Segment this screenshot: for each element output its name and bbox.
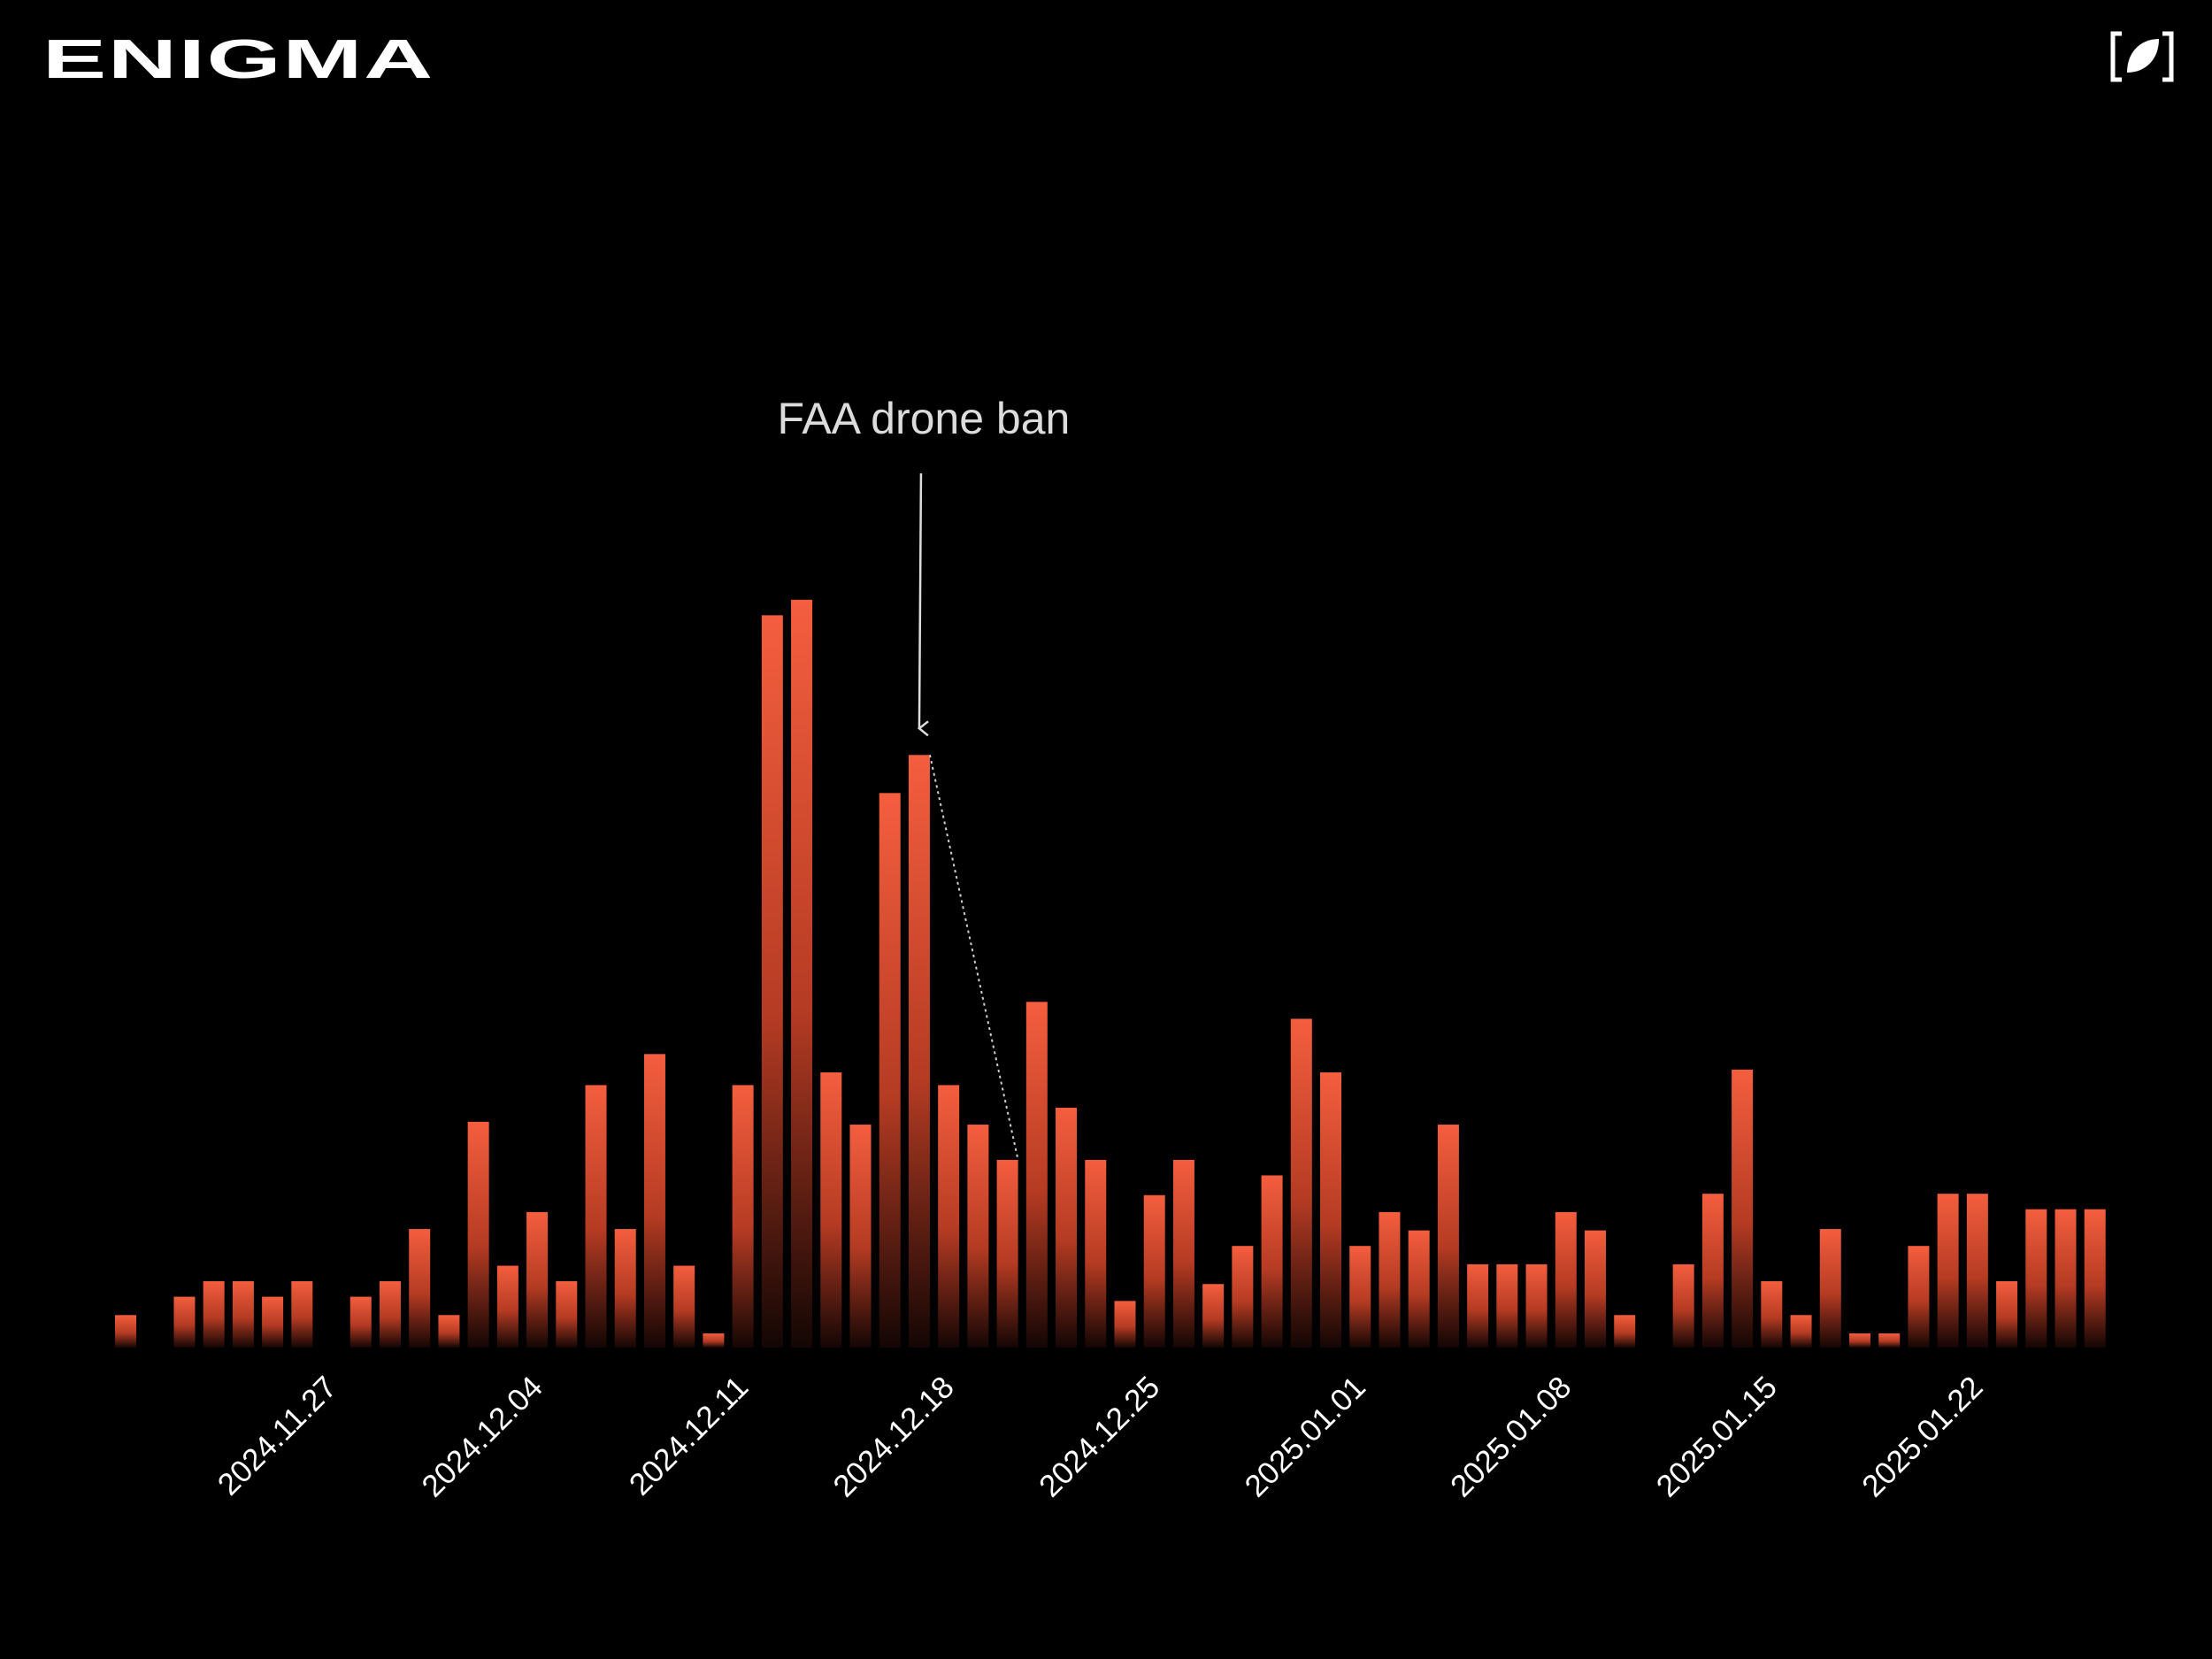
trend-line: [928, 755, 1019, 1161]
bar: [1496, 1263, 1518, 1348]
bar: [2025, 1209, 2047, 1348]
bar: [203, 1281, 225, 1348]
x-tick-label: 2024.11.27: [211, 1370, 344, 1502]
bar: [409, 1229, 431, 1348]
bar: [585, 1085, 607, 1348]
x-tick-label: 2024.12.25: [1033, 1370, 1166, 1503]
bar: [556, 1281, 578, 1348]
bar: [1085, 1159, 1107, 1348]
bar: [849, 1125, 872, 1348]
x-tick-label: 2025.01.01: [1238, 1370, 1371, 1503]
bar: [1202, 1284, 1225, 1348]
bar: [526, 1211, 549, 1348]
bar: [938, 1085, 960, 1348]
bar: [496, 1265, 518, 1348]
bar: [291, 1281, 313, 1348]
bar: [467, 1121, 489, 1348]
bar: [1555, 1211, 1577, 1348]
bar: [173, 1296, 196, 1348]
bar: [1996, 1281, 2018, 1348]
x-tick-label: 2025.01.22: [1855, 1370, 1989, 1503]
x-tick-label: 2025.01.15: [1650, 1370, 1784, 1503]
bar: [1585, 1230, 1606, 1348]
bar: [1437, 1125, 1459, 1348]
bar: [1937, 1194, 1959, 1348]
bar: [614, 1229, 636, 1348]
bar: [1819, 1229, 1841, 1348]
bar: [1790, 1315, 1812, 1348]
bar: [1878, 1333, 1901, 1348]
bar: [908, 755, 930, 1348]
bar: [1408, 1230, 1430, 1348]
bar: [1172, 1159, 1194, 1348]
x-tick-label: 2024.12.04: [415, 1370, 549, 1503]
bar: [1025, 1002, 1048, 1348]
bar: [1672, 1263, 1694, 1348]
bar: [1379, 1211, 1401, 1348]
bar: [703, 1333, 725, 1348]
annotation-text: FAA drone ban: [778, 394, 1071, 443]
bar: [1848, 1333, 1870, 1348]
bar: [379, 1281, 401, 1348]
bar: [1966, 1194, 1988, 1348]
bar: [115, 1315, 136, 1348]
bar: [1114, 1301, 1136, 1348]
annotation-arrow: [917, 472, 929, 737]
bar: [761, 615, 783, 1348]
bar: [438, 1315, 460, 1348]
bar: [1614, 1315, 1636, 1348]
bar: [1908, 1246, 1930, 1348]
bar: [262, 1296, 284, 1348]
bar: [1761, 1281, 1783, 1348]
bar: [1701, 1194, 1724, 1348]
bar: [879, 793, 901, 1348]
logo: ENIGMA: [42, 29, 434, 90]
bar: [1732, 1069, 1754, 1348]
bar: [2055, 1209, 2077, 1348]
menu-icon[interactable]: [2110, 31, 2174, 82]
bar: [643, 1054, 665, 1348]
bar: [349, 1296, 372, 1348]
bar: [673, 1265, 695, 1348]
bar: [1056, 1107, 1078, 1348]
bar: [820, 1072, 842, 1348]
bar: [1290, 1018, 1312, 1348]
bar: [791, 599, 813, 1348]
bar: [732, 1085, 754, 1348]
bar: [1261, 1175, 1283, 1348]
bar: [1232, 1246, 1254, 1348]
bar: [1320, 1072, 1342, 1348]
bar: [1525, 1263, 1548, 1348]
bar: [2084, 1209, 2106, 1348]
bar: [1467, 1263, 1489, 1348]
x-tick-label: 2024.12.18: [826, 1370, 960, 1503]
x-tick-label: 2024.12.11: [623, 1370, 756, 1502]
bar: [996, 1159, 1018, 1348]
bar: [1143, 1194, 1165, 1348]
bar: [967, 1125, 989, 1348]
bar: [232, 1281, 254, 1348]
bar: [1349, 1246, 1371, 1348]
x-tick-label: 2025.01.08: [1444, 1370, 1578, 1503]
